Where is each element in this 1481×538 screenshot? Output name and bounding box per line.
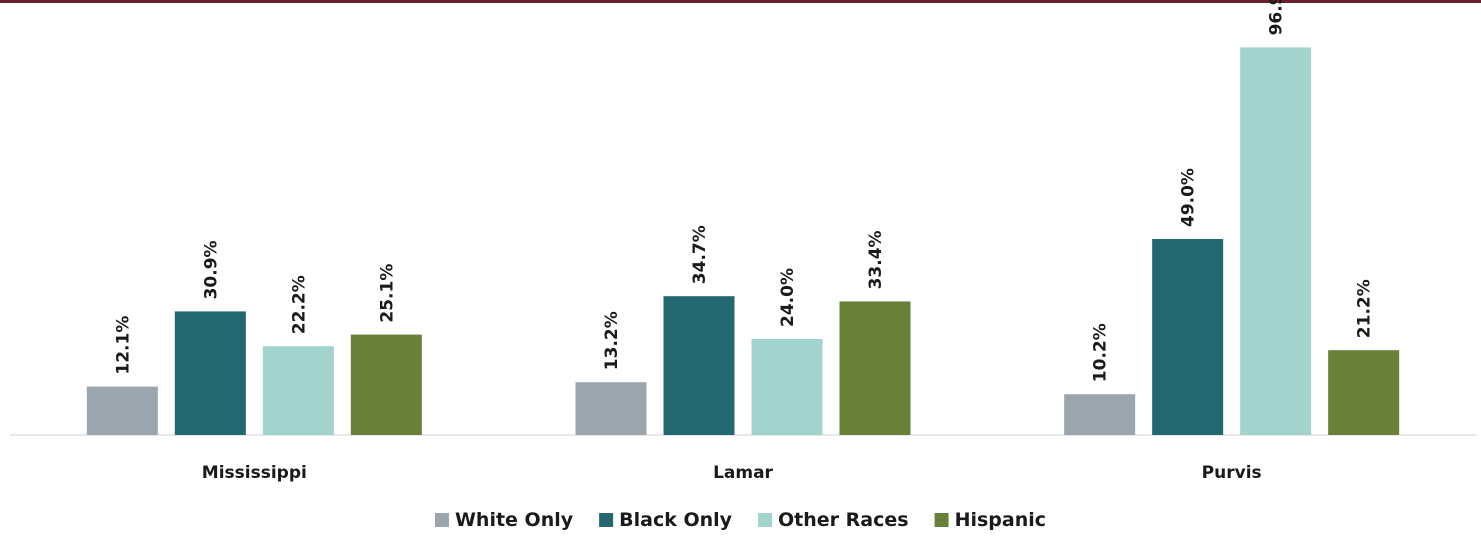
top-border-rule — [0, 0, 1481, 3]
legend-item: Black Only — [599, 509, 733, 531]
category-label: Mississippi — [202, 463, 307, 483]
category-label: Purvis — [1202, 463, 1262, 483]
legend-swatch — [934, 513, 949, 527]
legend-label: White Only — [455, 509, 574, 531]
data-label: 24.0% — [778, 268, 798, 327]
bar-lamar-other-races — [751, 339, 823, 435]
legend-swatch — [758, 513, 773, 527]
legend-item: White Only — [434, 509, 574, 531]
data-label: 25.1% — [377, 264, 397, 323]
bar-mississippi-white-only — [86, 386, 158, 435]
bar-purvis-white-only — [1064, 394, 1136, 435]
legend-label: Other Races — [778, 509, 909, 531]
legend-item: Hispanic — [934, 509, 1046, 531]
bar-mississippi-other-races — [262, 346, 334, 435]
bar-lamar-white-only — [575, 382, 647, 435]
legend-swatch — [599, 513, 614, 527]
bar-lamar-black-only — [663, 296, 735, 435]
data-label: 21.2% — [1355, 279, 1375, 338]
bar-mississippi-black-only — [174, 311, 246, 435]
data-label: 22.2% — [289, 275, 309, 334]
legend-label: Hispanic — [955, 509, 1046, 531]
bar-mississippi-hispanic — [350, 334, 422, 435]
data-label: 33.4% — [866, 230, 886, 289]
data-label: 10.2% — [1091, 323, 1111, 382]
legend-item: Other Races — [758, 509, 909, 531]
data-label: 13.2% — [602, 311, 622, 370]
data-label: 96.9% — [1267, 0, 1287, 35]
bar-lamar-hispanic — [839, 301, 911, 435]
data-label: 34.7% — [690, 225, 710, 284]
category-label: Lamar — [713, 463, 773, 483]
legend-swatch — [434, 513, 449, 527]
bar-purvis-other-races — [1240, 47, 1312, 436]
legend-label: Black Only — [619, 509, 733, 531]
data-label: 12.1% — [113, 316, 133, 375]
bar-purvis-hispanic — [1328, 350, 1400, 435]
bar-purvis-black-only — [1152, 239, 1224, 435]
data-label: 49.0% — [1179, 168, 1199, 227]
data-label: 30.9% — [201, 240, 221, 299]
